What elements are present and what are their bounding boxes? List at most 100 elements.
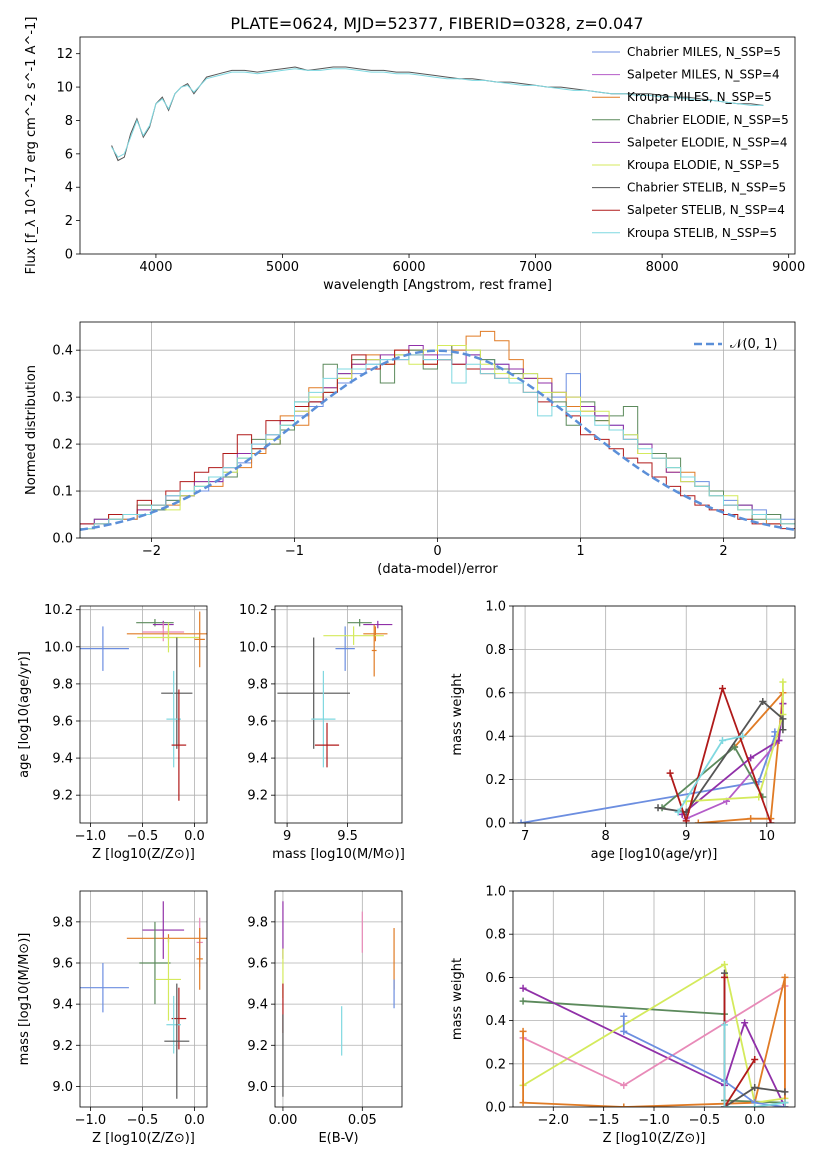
y-axis-label: age [log10(age/yr)] <box>17 651 32 778</box>
x-tick-label: −1.0 <box>75 1113 107 1128</box>
weight-marker <box>519 1099 527 1107</box>
y-tick-label: 9.8 <box>52 677 73 692</box>
weight-marker <box>718 737 726 745</box>
weight-marker <box>519 997 527 1005</box>
weight-marker <box>751 1103 759 1107</box>
figure-title: PLATE=0624, MJD=52377, FIBERID=0328, z=0… <box>230 14 643 33</box>
weight-marker <box>519 1027 527 1035</box>
ebv-mass-frame <box>274 890 403 1108</box>
x-axis-label: E(B-V) <box>318 1131 358 1146</box>
weight-marker <box>779 678 787 686</box>
weight-marker <box>781 1088 789 1096</box>
y-tick-label: 9.4 <box>52 998 73 1013</box>
y-tick-label: 0.3 <box>52 391 73 406</box>
x-tick-label: −0.5 <box>127 829 159 844</box>
x-tick-label: 9000 <box>772 260 805 275</box>
z-weight-marks <box>519 960 789 1107</box>
y-tick-label: 9.8 <box>247 915 268 930</box>
hist-Kroupa STELIB <box>80 354 795 538</box>
mass-age-grid <box>275 606 402 823</box>
x-tick-label: 0.0 <box>744 1113 765 1128</box>
x-tick-label: 6000 <box>392 260 425 275</box>
y-tick-label: 9.6 <box>247 714 268 729</box>
x-tick-label: −1.5 <box>588 1113 620 1128</box>
x-tick-label: 0 <box>433 544 441 559</box>
weight-marker <box>620 1012 628 1020</box>
y-tick-label: 0.2 <box>485 773 506 788</box>
x-tick-label: 0.00 <box>268 1113 297 1128</box>
plots: 4000 5000 6000 7000 8000 9000024681012wavelen… <box>17 17 805 1146</box>
y-tick-label: 0.0 <box>485 817 506 832</box>
y-tick-label: 12 <box>56 47 73 62</box>
x-axis-label: mass [log10(M/M⊙)] <box>272 847 405 862</box>
y-tick-label: 10.0 <box>44 640 73 655</box>
weight-line <box>723 1024 786 1107</box>
x-axis-label: wavelength [Angstrom, rest frame] <box>323 278 552 293</box>
age-weight-panel: 7 8 9 10 0.0 0.2 0.4 0.6 0.8 1.0 age [log10(age/yr… <box>450 600 796 862</box>
weight-marker <box>666 769 674 777</box>
y-tick-label: 2 <box>65 214 73 229</box>
y-tick-label: 10.2 <box>44 603 73 618</box>
z-weight-frame <box>512 890 796 1108</box>
y-tick-label: 0.1 <box>52 485 73 500</box>
x-tick-label: 9.5 <box>337 829 358 844</box>
weight-marker <box>721 973 728 981</box>
x-tick-label: 2 <box>719 544 727 559</box>
weight-line <box>723 977 756 1107</box>
weight-line <box>522 977 786 1107</box>
y-tick-label: 9.2 <box>52 789 73 804</box>
x-axis-label: (data-model)/error <box>377 562 498 577</box>
x-tick-label: 0.0 <box>184 1113 205 1128</box>
z-age-frame <box>79 605 208 824</box>
x-tick-label: 0.05 <box>348 1113 377 1128</box>
x-tick-label: −1.0 <box>75 829 107 844</box>
weight-marker <box>620 1103 628 1107</box>
weight-marker <box>747 815 755 823</box>
x-tick-label: −0.5 <box>689 1113 721 1128</box>
y-tick-label: 9.4 <box>247 752 268 767</box>
x-tick-label: −1 <box>285 544 304 559</box>
y-axis-label: mass [log10(M/M⊙)] <box>17 933 32 1066</box>
x-tick-label: −0.5 <box>127 1113 159 1128</box>
y-axis-label: mass weight <box>450 958 465 1040</box>
y-tick-label: 9.0 <box>52 1080 73 1095</box>
ebv-mass-panel: 0.00 0.05 9.0 9.2 9.4 9.6 9.8 E(B-V) <box>247 890 403 1146</box>
y-tick-label: 1.0 <box>485 600 506 615</box>
spectrum-line-model <box>111 68 764 158</box>
legend-label: Salpeter MILES, N_SSP=4 <box>627 68 780 82</box>
y-tick-label: 8 <box>65 114 73 129</box>
residuals-panel: −2 −1 0 1 2 0.0 0.1 0.2 0.3 0.4 (data-model)/error… <box>24 321 796 577</box>
z-mass-frame <box>79 890 208 1108</box>
weight-marker <box>654 804 662 812</box>
y-tick-label: 0 <box>65 248 73 263</box>
y-tick-label: 9.2 <box>247 789 268 804</box>
weight-marker <box>620 1081 628 1089</box>
y-tick-label: 10.0 <box>239 640 268 655</box>
legend-label: 𝒩(0, 1) <box>730 337 777 352</box>
y-tick-label: 0.4 <box>52 344 73 359</box>
y-tick-label: 0.8 <box>485 643 506 658</box>
legend-label: Chabrier ELODIE, N_SSP=5 <box>627 113 789 127</box>
legend-label: Kroupa MILES, N_SSP=5 <box>627 90 772 104</box>
weight-marker <box>519 984 527 992</box>
weight-marker <box>721 1021 728 1029</box>
y-tick-label: 0.8 <box>485 928 506 943</box>
weight-marker <box>721 960 728 968</box>
x-axis-label: age [log10(age/yr)] <box>591 847 718 862</box>
age-weight-frame <box>512 605 796 824</box>
x-axis-label: Z [log10(Z/Z⊙)] <box>603 1131 706 1146</box>
weight-marker <box>779 726 787 734</box>
z-age-marks <box>80 611 207 801</box>
x-tick-label: 10 <box>759 829 776 844</box>
x-tick-label: 8000 <box>646 260 679 275</box>
x-tick-label: 9 <box>283 829 291 844</box>
y-tick-label: 4 <box>65 181 73 196</box>
y-tick-label: 0.4 <box>485 730 506 745</box>
weight-marker <box>779 715 787 723</box>
legend-label: Salpeter STELIB, N_SSP=4 <box>627 203 785 217</box>
z-age-grid <box>80 606 207 823</box>
spectrum-frame <box>79 36 796 255</box>
x-tick-label: −2 <box>142 544 161 559</box>
y-tick-label: 9.0 <box>247 1080 268 1095</box>
x-axis-label: Z [log10(Z/Z⊙)] <box>92 1131 195 1146</box>
